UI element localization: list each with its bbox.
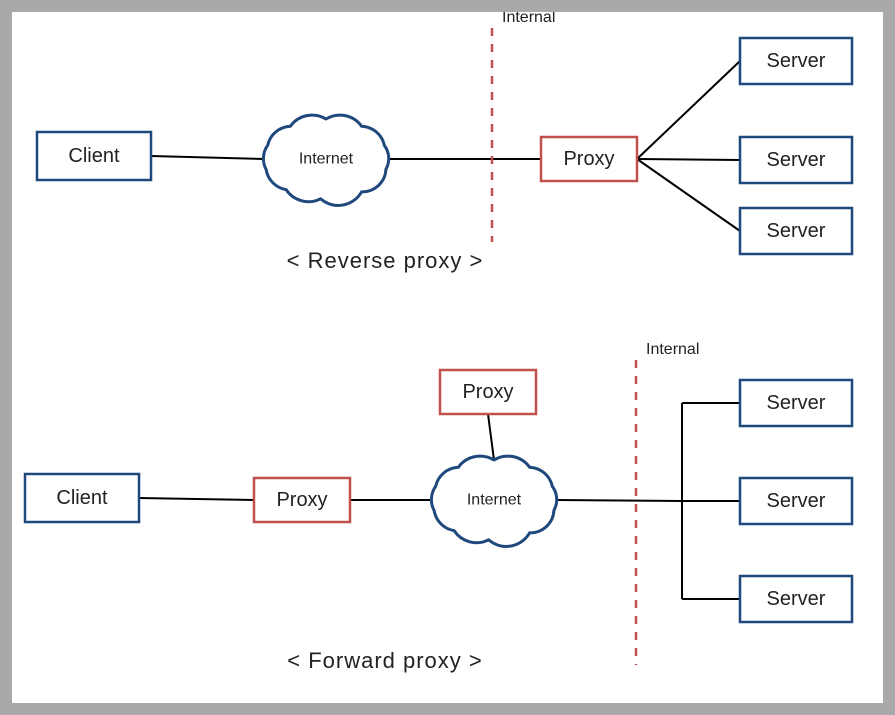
forward-proxy_l-label: Proxy: [276, 489, 327, 511]
forward-server2-label: Server: [767, 490, 826, 512]
forward-internal-label: Internal: [646, 341, 699, 358]
reverse-proxy-label: Proxy: [563, 148, 614, 170]
reverse-edge-3: [637, 159, 740, 160]
reverse-edge-4: [637, 159, 740, 231]
forward-server1-label: Server: [767, 392, 826, 414]
forward-server3-label: Server: [767, 588, 826, 610]
reverse-internal-label: Internal: [502, 12, 555, 26]
forward-proxy_t-label: Proxy: [462, 381, 513, 403]
diagram-svg: Internal Internet Client Proxy Server Server S…: [12, 12, 883, 703]
reverse-cloud-label: Internet: [299, 151, 354, 168]
reverse-caption: < Reverse proxy >: [287, 248, 484, 273]
reverse-server3-label: Server: [767, 220, 826, 242]
forward-edge-2: [488, 414, 494, 460]
reverse-server1-label: Server: [767, 50, 826, 72]
reverse-edge-0: [151, 156, 264, 159]
diagram-frame: Internal Internet Client Proxy Server Server S…: [12, 12, 883, 703]
forward-bus-feed: [556, 500, 682, 501]
forward-cloud-label: Internet: [467, 492, 522, 509]
forward-edge-0: [139, 498, 254, 500]
reverse-edge-2: [637, 61, 740, 159]
reverse-client-label: Client: [68, 145, 120, 167]
forward-client-label: Client: [56, 487, 108, 509]
forward-caption: < Forward proxy >: [287, 648, 483, 673]
reverse-server2-label: Server: [767, 149, 826, 171]
